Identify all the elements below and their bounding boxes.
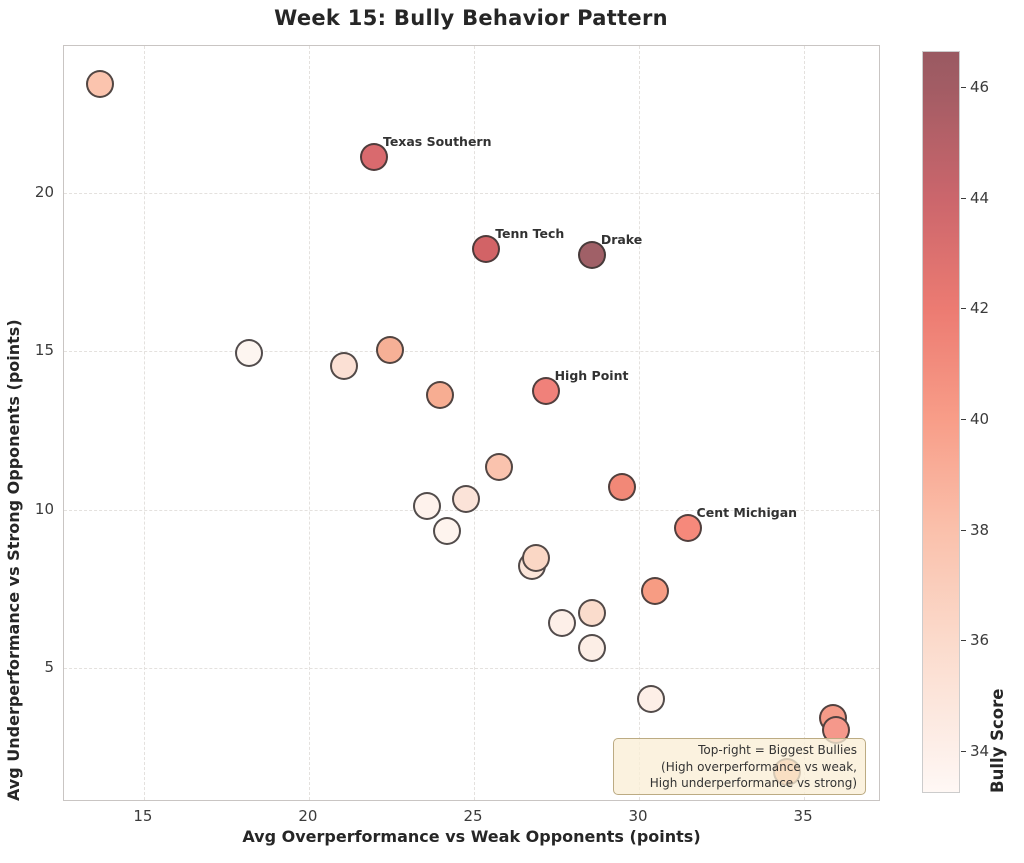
scatter-point — [548, 608, 577, 637]
annotation-line: High underperformance vs strong) — [649, 776, 857, 790]
point-label: Cent Michigan — [696, 504, 798, 520]
annotation-line: (High overperformance vs weak, — [661, 759, 857, 774]
y-tick-label: 10 — [34, 499, 54, 518]
scatter-point — [485, 453, 514, 482]
scatter-point — [637, 684, 666, 713]
colorbar-tick-label: 44 — [970, 188, 990, 207]
scatter-point — [577, 634, 606, 663]
colorbar-tick-mark — [961, 308, 966, 310]
scatter-point — [234, 339, 263, 368]
gridline-vertical — [143, 46, 145, 800]
colorbar-tick-mark — [961, 86, 966, 88]
gridline-horizontal — [64, 668, 879, 670]
colorbar-tick-label: 34 — [970, 741, 990, 760]
scatter-point — [425, 380, 454, 409]
x-axis-label: Avg Overperformance vs Weak Opponents (p… — [242, 827, 701, 846]
scatter-point — [640, 577, 669, 606]
x-tick-label: 25 — [463, 807, 483, 825]
scatter-point — [412, 491, 441, 520]
colorbar-tick-mark — [961, 640, 966, 642]
scatter-point — [452, 485, 481, 514]
scatter-point — [607, 472, 636, 501]
gridline-horizontal — [64, 192, 879, 194]
plot-area — [63, 45, 880, 801]
x-tick-label: 30 — [628, 807, 648, 825]
scatter-point — [85, 70, 114, 99]
scatter-point — [376, 336, 405, 365]
point-label: High Point — [554, 368, 629, 384]
y-axis-label: Avg Underperformance vs Strong Opponents… — [4, 319, 23, 801]
x-tick-label: 20 — [298, 807, 318, 825]
scatter-point — [330, 352, 359, 381]
annotation-box: Top-right = Biggest Bullies (High overpe… — [613, 738, 866, 795]
scatter-point — [432, 516, 461, 545]
x-tick-label: 15 — [133, 807, 153, 825]
annotation-line: Top-right = Biggest Bullies — [698, 743, 857, 757]
chart-title: Week 15: Bully Behavior Pattern — [274, 6, 668, 30]
scatter-point — [673, 513, 702, 542]
colorbar-tick-mark — [961, 750, 966, 752]
scatter-point — [521, 543, 550, 572]
y-tick-label: 15 — [34, 341, 54, 360]
colorbar-tick-label: 40 — [970, 409, 990, 428]
scatter-point — [577, 241, 606, 270]
x-tick-label: 35 — [793, 807, 813, 825]
colorbar-tick-label: 38 — [970, 520, 990, 539]
gridline-vertical — [308, 46, 310, 800]
colorbar-label: Bully Score — [988, 688, 1007, 793]
gridline-vertical — [804, 46, 806, 800]
colorbar-tick-mark — [961, 529, 966, 531]
point-label: Texas Southern — [382, 134, 492, 150]
y-tick-label: 20 — [34, 182, 54, 201]
point-label: Tenn Tech — [495, 225, 565, 241]
colorbar — [922, 51, 960, 793]
colorbar-tick-label: 42 — [970, 299, 990, 318]
colorbar-tick-mark — [961, 418, 966, 420]
colorbar-tick-label: 36 — [970, 631, 990, 650]
scatter-point — [531, 377, 560, 406]
gridline-vertical — [639, 46, 641, 800]
colorbar-tick-mark — [961, 197, 966, 199]
scatter-point — [359, 143, 388, 172]
colorbar-tick-label: 46 — [970, 77, 990, 96]
scatter-point — [472, 234, 501, 263]
gridline-horizontal — [64, 351, 879, 353]
scatter-point — [577, 599, 606, 628]
y-tick-label: 5 — [44, 658, 54, 677]
gridline-vertical — [473, 46, 475, 800]
point-label: Drake — [600, 232, 643, 248]
